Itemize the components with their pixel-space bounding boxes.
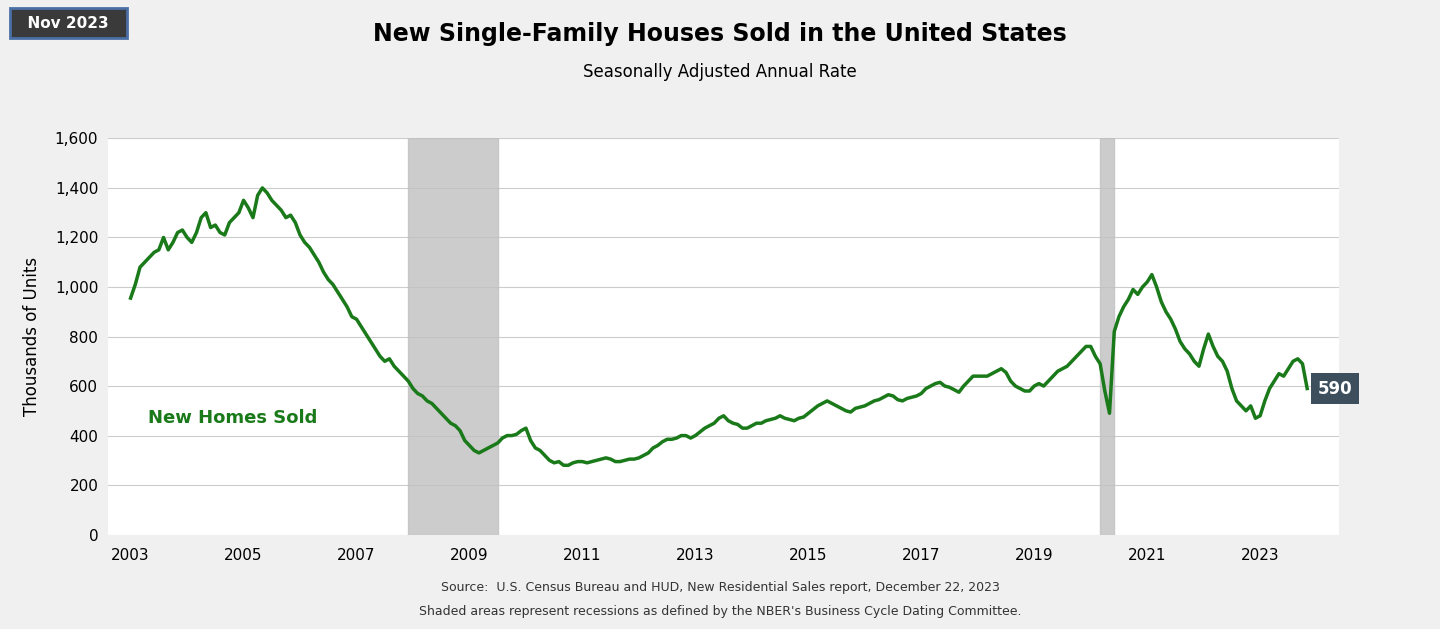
Text: Seasonally Adjusted Annual Rate: Seasonally Adjusted Annual Rate — [583, 63, 857, 81]
Text: New Single-Family Houses Sold in the United States: New Single-Family Houses Sold in the Uni… — [373, 22, 1067, 46]
Text: 590: 590 — [1318, 379, 1352, 398]
Text: New Homes Sold: New Homes Sold — [147, 409, 317, 427]
Bar — [409, 138, 498, 535]
Text: Nov 2023: Nov 2023 — [17, 16, 120, 31]
Bar — [1100, 138, 1115, 535]
Text: Source:  U.S. Census Bureau and HUD, New Residential Sales report, December 22, : Source: U.S. Census Bureau and HUD, New … — [441, 581, 999, 594]
Y-axis label: Thousands of Units: Thousands of Units — [23, 257, 40, 416]
Text: Shaded areas represent recessions as defined by the NBER's Business Cycle Dating: Shaded areas represent recessions as def… — [419, 604, 1021, 618]
